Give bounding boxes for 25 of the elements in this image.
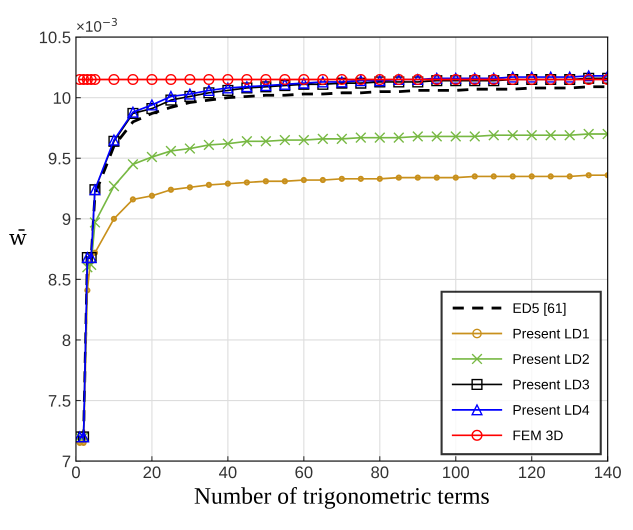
legend-label: Present LD3 xyxy=(514,380,590,390)
x-tick-label: 40 xyxy=(218,466,236,478)
legend-label: Present LD4 xyxy=(514,405,590,415)
legend-label: Present LD1 xyxy=(514,328,589,339)
text: ×10$^{−3}$ xyxy=(77,18,117,32)
legend-label: ED5 [61] xyxy=(514,302,566,316)
y-tick-label: 7.5 xyxy=(48,395,70,407)
y-axis-title: w̄ xyxy=(9,229,26,245)
x-tick-label: 100 xyxy=(443,466,470,478)
y-tick-label: 10.5 xyxy=(40,32,70,44)
x-axis-title: Number of trigonometric terms xyxy=(194,487,489,509)
y-tick-label: 9.5 xyxy=(48,152,70,164)
x-tick-label: 20 xyxy=(143,466,161,478)
y-tick-label: 8 xyxy=(62,334,70,346)
x-tick-label: 120 xyxy=(519,466,545,478)
y-tick-label: 8.5 xyxy=(48,274,70,286)
legend-label: FEM 3D xyxy=(514,430,563,440)
x-tick-label: 60 xyxy=(295,466,312,478)
y-tick-label: 9 xyxy=(62,213,70,226)
x-tick-label: 80 xyxy=(371,466,388,478)
legend-label: Present LD2 xyxy=(514,354,589,364)
y-tick-label: 10 xyxy=(54,92,70,104)
x-tick-label: 140 xyxy=(595,466,621,478)
x-tick-label: 0 xyxy=(72,466,80,478)
y-tick-label: 7 xyxy=(62,456,70,468)
